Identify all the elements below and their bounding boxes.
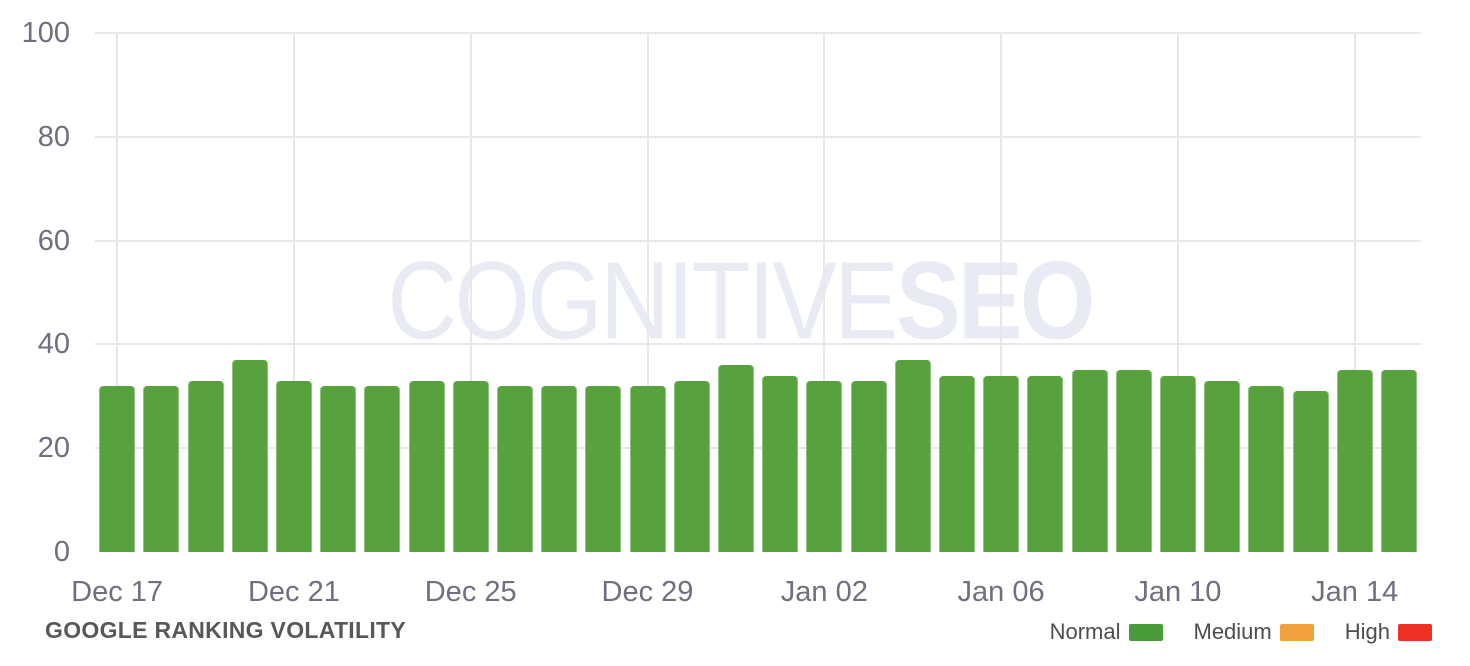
bar-jan-05[interactable] [938, 376, 975, 552]
gridline-vertical [1353, 33, 1356, 552]
gridline-horizontal [95, 135, 1421, 138]
y-axis-tick-label: 20 [37, 432, 70, 465]
bar-dec-23[interactable] [364, 386, 401, 552]
y-axis-tick-label: 60 [37, 224, 70, 257]
watermark-light-text: COGNITIVE [387, 239, 898, 363]
legend-swatch-normal [1128, 623, 1163, 641]
legend-label: Medium [1193, 619, 1272, 644]
legend-swatch-high [1398, 623, 1432, 641]
bar-jan-03[interactable] [850, 381, 887, 552]
y-axis-tick-label: 40 [37, 328, 70, 361]
watermark-bold-text: SEO [896, 239, 1095, 363]
bar-jan-12[interactable] [1248, 386, 1285, 552]
bar-jan-10[interactable] [1159, 376, 1196, 552]
bar-dec-26[interactable] [496, 386, 533, 552]
y-axis-tick-label: 80 [37, 120, 70, 153]
gridline-vertical [823, 33, 826, 552]
gridline-horizontal [95, 447, 1421, 450]
gridline-horizontal [95, 343, 1421, 346]
gridline-vertical [469, 33, 472, 552]
gridline-vertical [1000, 33, 1003, 552]
gridline-vertical [646, 33, 649, 552]
bar-jan-04[interactable] [894, 360, 931, 552]
x-axis-tick-label: Dec 21 [247, 576, 340, 608]
bar-jan-02[interactable] [806, 381, 843, 552]
chart-title: GOOGLE RANKING VOLATILITY [45, 617, 407, 643]
gridline-horizontal [95, 32, 1421, 34]
plot-area [95, 32, 1421, 552]
x-axis-tick-label: Jan 06 [957, 576, 1045, 608]
bar-jan-01[interactable] [762, 376, 799, 552]
bar-jan-09[interactable] [1115, 370, 1152, 552]
bar-jan-07[interactable] [1027, 376, 1064, 552]
gridline-horizontal [95, 239, 1421, 242]
bar-dec-28[interactable] [585, 386, 622, 552]
bar-jan-11[interactable] [1204, 381, 1241, 552]
bar-dec-31[interactable] [717, 365, 754, 552]
bar-dec-17[interactable] [99, 386, 136, 552]
bar-dec-27[interactable] [541, 386, 578, 552]
bar-jan-14[interactable] [1336, 370, 1373, 552]
bar-jan-06[interactable] [983, 376, 1020, 552]
x-axis-tick-label: Jan 02 [780, 576, 868, 608]
x-axis-tick-label: Dec 25 [424, 576, 517, 608]
x-axis-tick-label: Jan 14 [1311, 576, 1399, 608]
bar-dec-24[interactable] [408, 381, 445, 552]
legend-label: High [1344, 619, 1390, 644]
legend-item-normal[interactable]: Normal [1050, 619, 1163, 645]
legend-label: Normal [1049, 619, 1121, 644]
bar-dec-22[interactable] [320, 386, 357, 552]
legend-item-medium[interactable]: Medium [1194, 619, 1314, 645]
bar-dec-18[interactable] [143, 386, 180, 552]
gridline-vertical [292, 33, 295, 552]
bar-dec-19[interactable] [187, 381, 224, 552]
bar-dec-20[interactable] [231, 360, 268, 552]
gridline-vertical [116, 33, 119, 552]
y-axis-tick-label: 100 [21, 17, 70, 49]
legend: Normal Medium High [1050, 619, 1432, 645]
x-axis-tick-label: Dec 17 [71, 576, 164, 608]
bar-jan-08[interactable] [1071, 370, 1108, 552]
bar-jan-15[interactable] [1380, 370, 1417, 552]
cognitiveseo-watermark: COGNITIVESEO [387, 238, 1095, 365]
bar-dec-25[interactable] [452, 381, 489, 552]
y-axis-tick-label: 0 [53, 536, 70, 568]
x-axis-tick-label: Dec 29 [601, 576, 694, 608]
bar-dec-30[interactable] [673, 381, 710, 552]
x-axis-tick-label: Jan 10 [1134, 576, 1222, 608]
gridline-vertical [1176, 33, 1179, 552]
bar-dec-29[interactable] [629, 386, 666, 552]
bar-dec-21[interactable] [275, 381, 312, 552]
bar-jan-13[interactable] [1292, 391, 1329, 552]
legend-item-high[interactable]: High [1345, 619, 1432, 645]
legend-swatch-medium [1279, 623, 1314, 641]
